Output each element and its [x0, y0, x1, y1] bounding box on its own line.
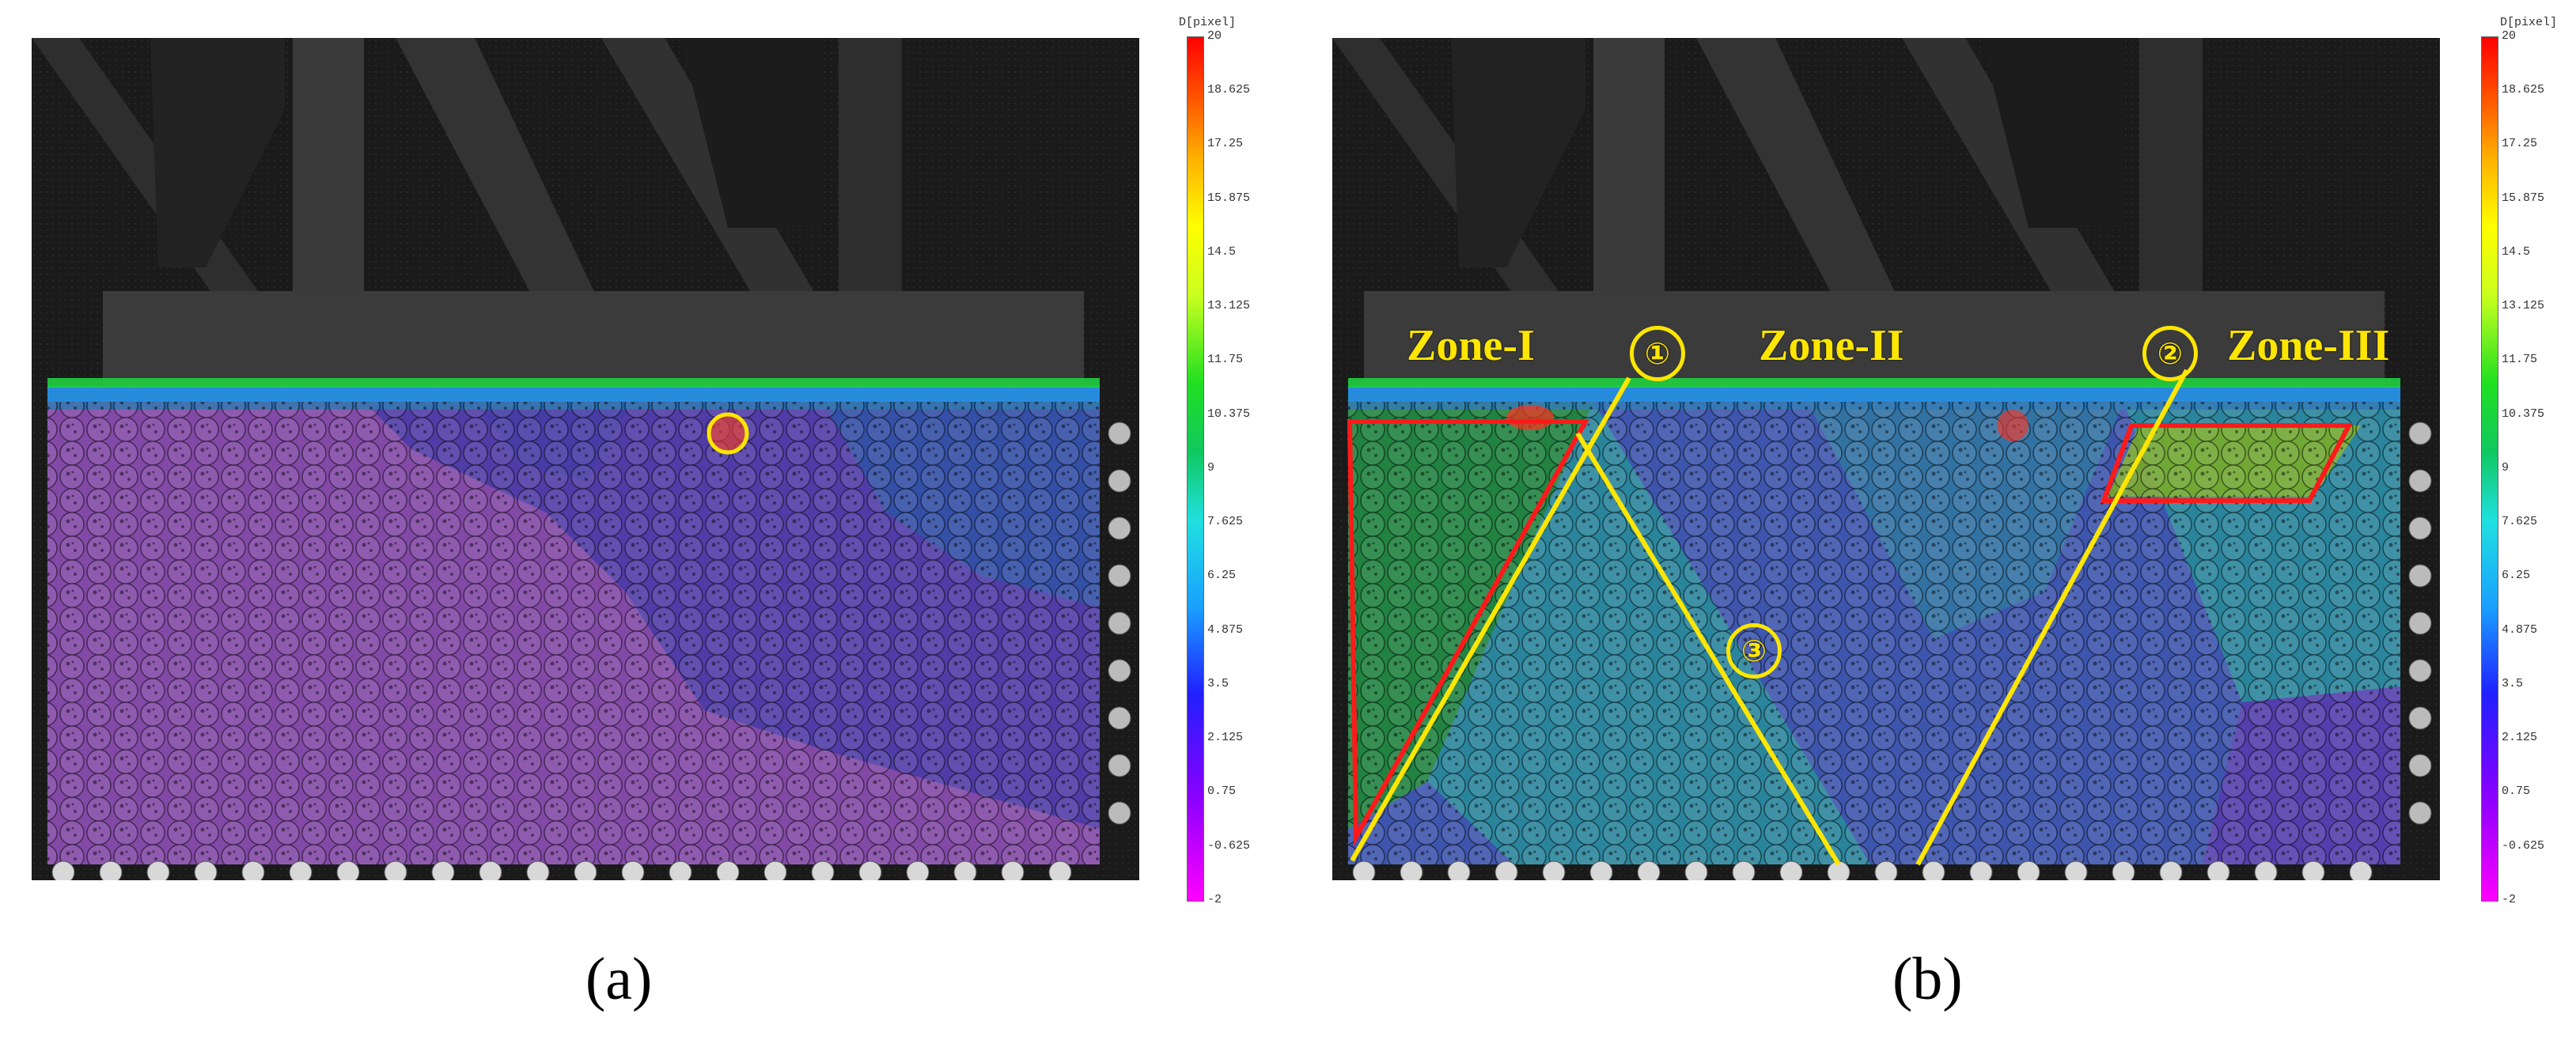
colorbar-tick: 4.875	[2502, 623, 2538, 637]
colorbar-tick: 9	[2502, 461, 2510, 475]
colorbar-tick: 3.5	[2502, 677, 2524, 690]
panel-caption-a: (a)	[585, 946, 653, 1012]
colorbar-tick: 15.875	[2502, 191, 2545, 205]
colorbar-tick: 17.25	[1207, 137, 1244, 150]
dic-image-b	[1332, 38, 2440, 880]
colorbar-tick: 7.625	[1207, 515, 1244, 528]
colorbar-tick: 20	[2502, 29, 2517, 43]
colorbar-tick: 14.5	[2502, 245, 2531, 259]
colorbar-tick: 10.375	[1207, 407, 1251, 421]
colorbar-tick: 17.25	[2502, 137, 2538, 150]
dic-image-a	[32, 38, 1139, 880]
panel-caption-b: (b)	[1892, 946, 1963, 1012]
colorbar-tick: 14.5	[1207, 245, 1237, 259]
colorbar-tick: 11.75	[1207, 353, 1244, 366]
colorbar-tick: 10.375	[2502, 407, 2545, 421]
slip-line-1	[1350, 376, 1631, 862]
colorbar-tick: -2	[2502, 893, 2517, 906]
colorbar-tick: 6.25	[2502, 569, 2531, 582]
colorbar-tick: 2.125	[1207, 731, 1244, 744]
zone-iii-label: Zone-III	[2227, 321, 2390, 370]
colorbar-tick: 3.5	[1207, 677, 1229, 690]
colorbar-tick: 11.75	[2502, 353, 2538, 366]
colorbar-title: D[pixel]	[1179, 16, 1237, 29]
colorbar-tick: 0.75	[1207, 785, 1237, 798]
colorbar-tick: 18.625	[2502, 83, 2545, 96]
zone-i-outline	[1347, 419, 1590, 846]
colorbar-tick: -0.625	[1207, 839, 1251, 853]
colorbar-tick: -2	[1207, 893, 1222, 906]
colorbar-tick: 4.875	[1207, 623, 1244, 637]
panel-a: D[pixel] 20 18.625 17.25 15.875 14.5 13.…	[32, 16, 1251, 1012]
colorbar	[2481, 36, 2498, 902]
colorbar-tick: 0.75	[2502, 785, 2531, 798]
colorbar	[1187, 36, 1204, 902]
zone-ii-label: Zone-II	[1759, 321, 1904, 370]
marker-3: ③	[1726, 623, 1782, 679]
colorbar-tick: 18.625	[1207, 83, 1251, 96]
zone-iii-outline	[2100, 423, 2353, 503]
colorbar-tick: 2.125	[2502, 731, 2538, 744]
slip-line-2	[1915, 369, 2189, 866]
marker-2: ②	[2142, 326, 2198, 381]
colorbar-tick: 6.25	[1207, 569, 1237, 582]
highlight-circle	[707, 412, 749, 455]
colorbar-tick: 9	[1207, 461, 1215, 475]
colorbar-tick: 15.875	[1207, 191, 1251, 205]
colorbar-tick: 13.125	[2502, 299, 2545, 312]
marker-1: ①	[1630, 326, 1685, 381]
colorbar-title: D[pixel]	[2500, 16, 2558, 29]
panel-b: Zone-I Zone-II Zone-III ① ② ③ D[pixel] 2…	[1288, 0, 2576, 1040]
colorbar-tick: 7.625	[2502, 515, 2538, 528]
colorbar-tick: 13.125	[1207, 299, 1251, 312]
zone-i-label: Zone-I	[1407, 321, 1535, 370]
colorbar-tick: 20	[1207, 29, 1222, 43]
colorbar-tick: -0.625	[2502, 839, 2545, 853]
slip-line-3	[1575, 432, 1841, 866]
